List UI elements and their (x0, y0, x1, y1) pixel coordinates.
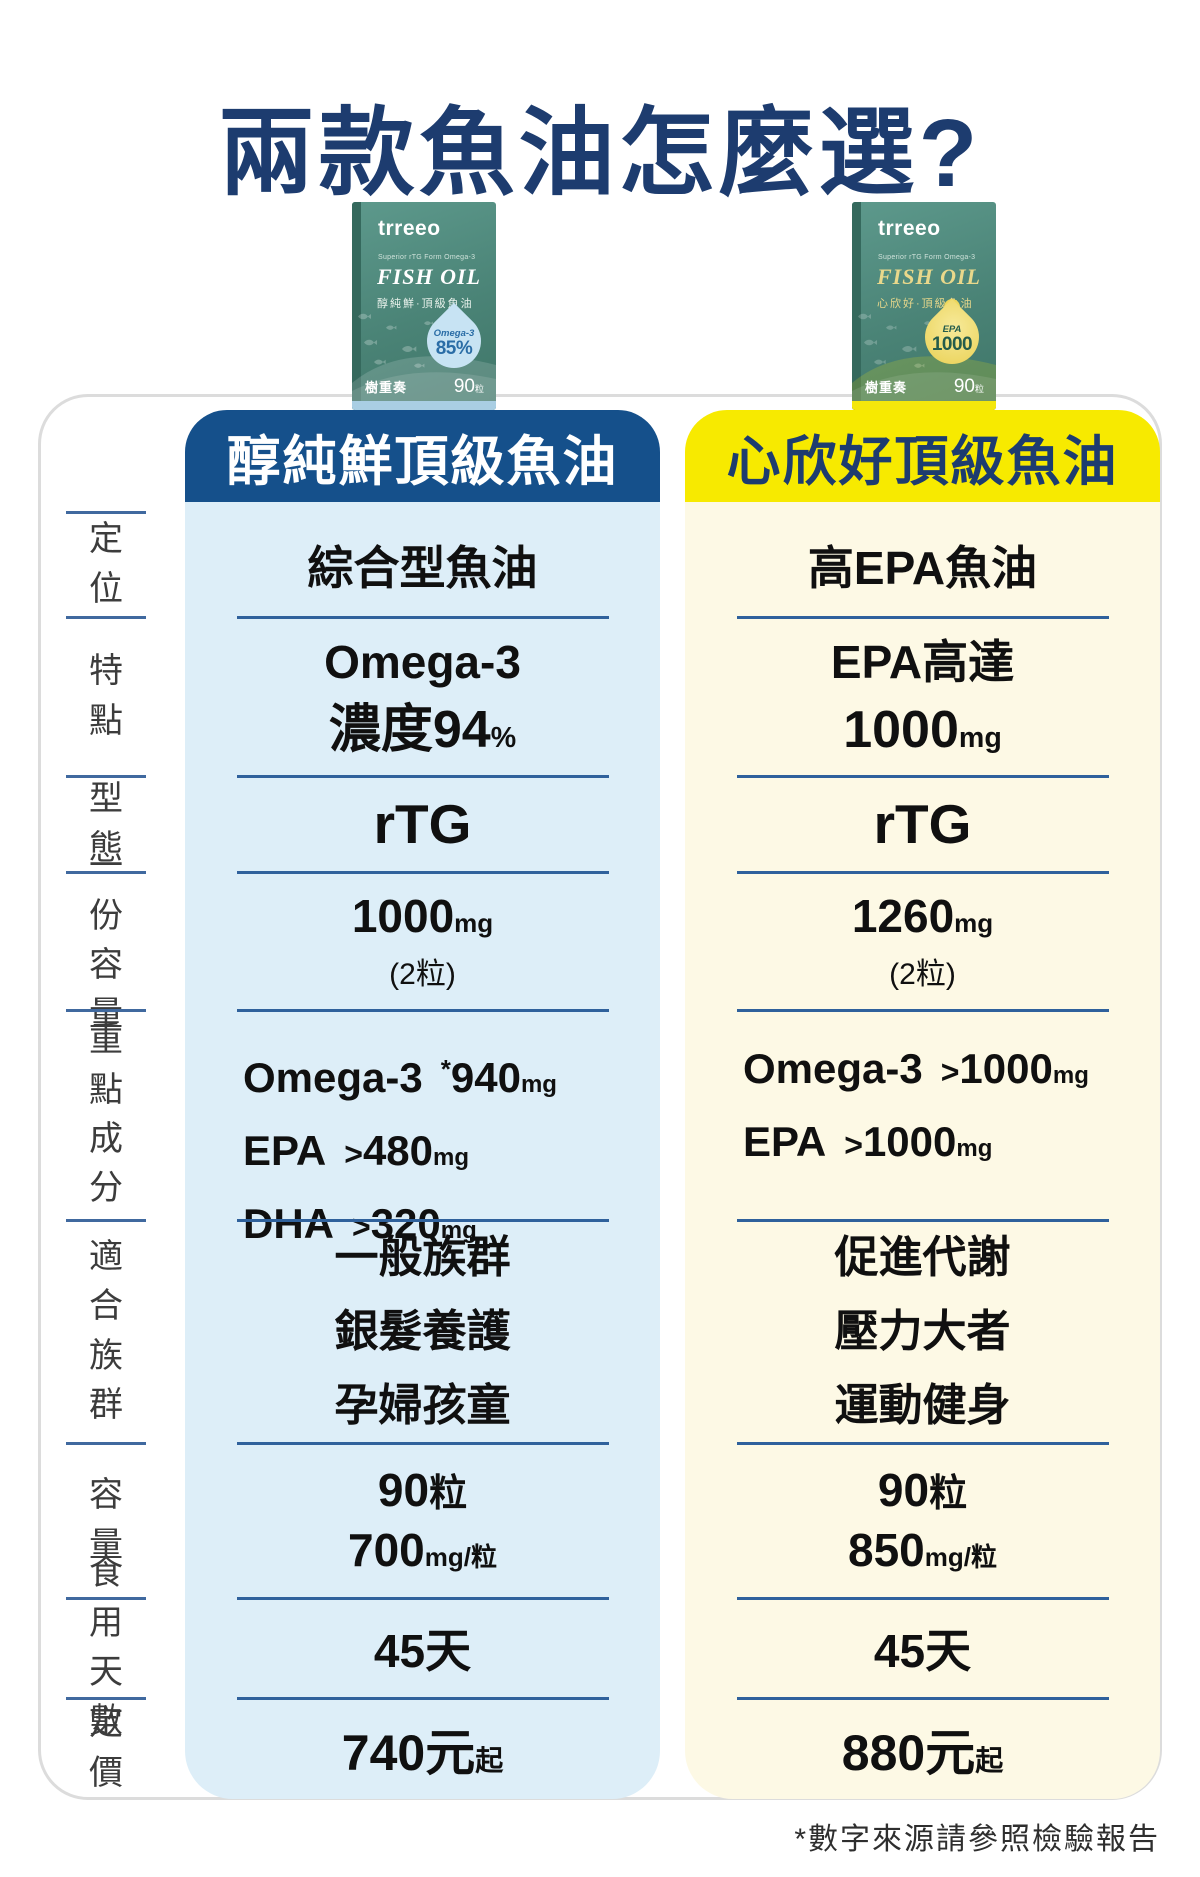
cell-ingredients-left: Omega-3 *940mg EPA >480mg DHA >320mg (185, 1010, 660, 1247)
cell-capacity-right: 90粒 850mg/粒 (685, 1443, 1160, 1598)
column-header-left: 醇純鮮頂級魚油 (185, 410, 660, 502)
cell-serving-left: 1000mg (2粒) (185, 872, 660, 1010)
capsule-count: 90粒 (453, 376, 484, 397)
box-bottom-strip (852, 401, 996, 410)
cell-form-right: rTG (685, 776, 1160, 872)
box-side-shade (352, 202, 361, 410)
cell-days-right: 45天 (685, 1598, 1160, 1698)
attribute-label-column: 定位 特點 型態 一份 容量 重點 成分 適合 族群 容量 食用 天數 定價 (62, 511, 150, 1799)
value-column-right: 高EPA魚油 EPA高達 1000mg rTG 1260mg (2粒) Omeg… (685, 502, 1160, 1799)
column-header-right: 心欣好頂級魚油 (685, 410, 1160, 502)
brand-logo: trreeo (378, 217, 441, 240)
box-side-shade (852, 202, 861, 410)
cell-positioning-right: 高EPA魚油 (807, 541, 1038, 594)
series-name: 樹重奏 (365, 380, 408, 395)
capsule-count: 90粒 (953, 376, 984, 397)
attribute-label-form: 型態 (62, 775, 150, 872)
cell-price-left: 740元起 (185, 1698, 660, 1799)
cell-positioning-left: 綜合型魚油 (307, 541, 538, 594)
drop-label: EPA (942, 324, 962, 335)
product-box-left: trreeo Superior rTG Form Omega-3 FISH OI… (352, 202, 496, 410)
cell-ingredients-right: Omega-3 >1000mg EPA >1000mg (685, 1010, 1160, 1220)
attribute-label-days: 食用 天數 (62, 1554, 150, 1740)
box-bottom-strip (352, 401, 496, 410)
attribute-label-capacity: 容量 (62, 1442, 150, 1598)
attribute-label-price: 定價 (62, 1697, 150, 1799)
attribute-label-positioning: 定位 (62, 511, 150, 617)
cell-audience-right: 促進代謝 壓力大者 運動健身 (685, 1220, 1160, 1443)
series-name: 樹重奏 (865, 380, 908, 395)
fish-pattern-icon (358, 313, 451, 368)
footnote: *數字來源請參照檢驗報告 (794, 1823, 1160, 1856)
value-column-left: 綜合型魚油 Omega-3 濃度94% rTG 1000mg (2粒) Omeg… (185, 502, 660, 1799)
drop-value: 1000 (931, 334, 973, 356)
wave-band (852, 356, 996, 401)
omega-drop-badge: Omega-3 85% (415, 302, 493, 382)
cell-price-right: 880元起 (685, 1698, 1160, 1799)
product-box-right: trreeo Superior rTG Form Omega-3 FISH OI… (852, 202, 996, 410)
cell-days-left: 45天 (185, 1598, 660, 1698)
cell-serving-right: 1260mg (2粒) (685, 872, 1160, 1010)
attribute-label-ingredients: 重點 成分 (62, 1009, 150, 1220)
attribute-label-feature: 特點 (62, 616, 150, 776)
brand-logo: trreeo (878, 217, 941, 240)
epa-drop-badge: EPA 1000 (913, 298, 991, 378)
drop-label: Omega-3 (433, 328, 475, 339)
product-tagline: Superior rTG Form Omega-3 (878, 254, 976, 261)
cell-feature-right: EPA高達 1000mg (685, 617, 1160, 776)
attribute-label-audience: 適合 族群 (62, 1219, 150, 1443)
product-name: FISH OIL (877, 264, 981, 289)
attribute-label-serving: 一份 容量 (62, 847, 150, 1033)
product-name: FISH OIL (377, 264, 481, 289)
cell-capacity-left: 90粒 700mg/粒 (185, 1443, 660, 1598)
cell-audience-left: 一般族群 銀髮養護 孕婦孩童 (185, 1220, 660, 1443)
cell-form-left: rTG (185, 776, 660, 872)
drop-value: 85% (435, 338, 473, 360)
fish-pattern-icon (858, 313, 951, 368)
page-title: 兩款魚油怎麼選? (218, 100, 982, 208)
cell-feature-left: Omega-3 濃度94% (185, 617, 660, 776)
product-tagline: Superior rTG Form Omega-3 (378, 254, 476, 261)
